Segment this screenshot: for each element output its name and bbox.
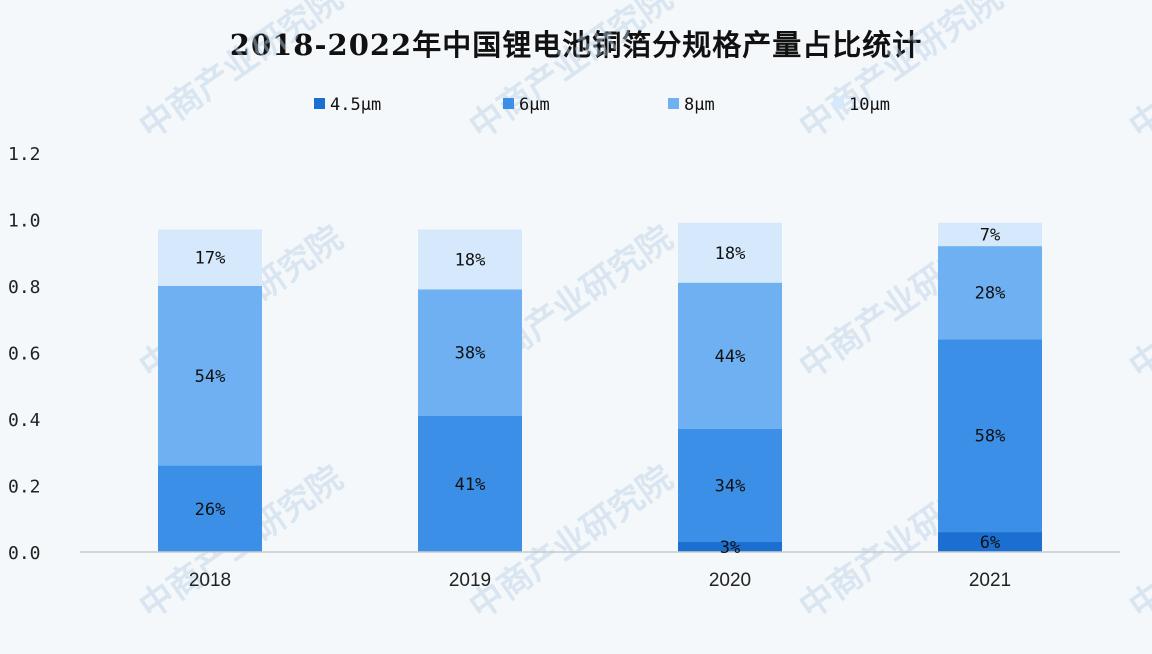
x-tick-label: 2020 <box>709 570 751 591</box>
data-label: 58% <box>975 427 1006 447</box>
legend-label: 6μm <box>519 95 550 115</box>
bar-segment <box>678 542 782 552</box>
x-axis: 2018 2019 2020 2021 <box>189 570 1011 591</box>
chart-title: 2018-2022年中国锂电池铜箔分规格产量占比统计 <box>229 28 923 62</box>
data-label: 18% <box>455 250 486 270</box>
bar-segment <box>678 222 782 283</box>
bar-segment <box>158 229 262 286</box>
legend-label: 10μm <box>849 95 890 115</box>
data-label: 54% <box>195 367 226 387</box>
legend-swatch <box>503 98 514 109</box>
bar-segment <box>158 286 262 466</box>
legend-swatch <box>314 98 325 109</box>
watermark-text: 中商产业研究院 <box>462 0 680 147</box>
bar-segment <box>158 465 262 552</box>
data-label: 17% <box>195 249 226 269</box>
data-labels: 26% 54% 17% 41% 38% 18% 3% 34% 44% 18% 6% 58% 28% 7% <box>195 225 1006 558</box>
bar-segment <box>938 246 1042 340</box>
legend-label: 8μm <box>684 95 715 115</box>
y-tick-label: 0.8 <box>8 277 41 298</box>
bar-segment <box>678 282 782 429</box>
bar-segment <box>938 532 1042 552</box>
watermark-text: 中商产业研究院 <box>1122 458 1152 627</box>
data-label: 18% <box>715 244 746 264</box>
watermark-text: 中商产业研究院 <box>792 0 1010 147</box>
x-tick-label: 2021 <box>969 570 1011 591</box>
x-tick-label: 2018 <box>189 570 231 591</box>
legend-swatch <box>668 98 679 109</box>
y-tick-label: 0.0 <box>8 543 41 564</box>
bar-segment <box>418 289 522 416</box>
legend-label: 4.5μm <box>330 95 381 115</box>
bars <box>158 222 1042 552</box>
bar-segment <box>418 415 522 552</box>
y-tick-label: 0.4 <box>8 410 41 431</box>
watermark-text: 中商产业研究院 <box>1122 218 1152 387</box>
data-label: 26% <box>195 500 226 520</box>
watermark-text: 中商产业研究院 <box>132 0 350 147</box>
data-label: 34% <box>715 477 746 497</box>
data-label: 38% <box>455 344 486 364</box>
bar-segment <box>938 222 1042 247</box>
data-label: 7% <box>980 225 1000 245</box>
y-axis: 0.0 0.2 0.4 0.6 0.8 1.0 1.2 <box>8 144 41 564</box>
bar-segment <box>418 229 522 290</box>
bar-segment <box>938 339 1042 533</box>
watermark-text: 中商产业研究院 <box>1122 0 1152 147</box>
y-tick-label: 1.0 <box>8 211 41 232</box>
data-label: 3% <box>720 538 740 558</box>
data-label: 6% <box>980 533 1000 553</box>
bar-segment <box>678 428 782 543</box>
x-tick-label: 2019 <box>449 570 491 591</box>
legend-swatch <box>833 98 844 109</box>
data-label: 41% <box>455 475 486 495</box>
y-tick-label: 0.2 <box>8 477 41 498</box>
y-tick-label: 0.6 <box>8 344 41 365</box>
data-label: 44% <box>715 347 746 367</box>
data-label: 28% <box>975 284 1006 304</box>
legend: 4.5μm 6μm 8μm 10μm <box>314 95 890 115</box>
y-tick-label: 1.2 <box>8 144 41 165</box>
